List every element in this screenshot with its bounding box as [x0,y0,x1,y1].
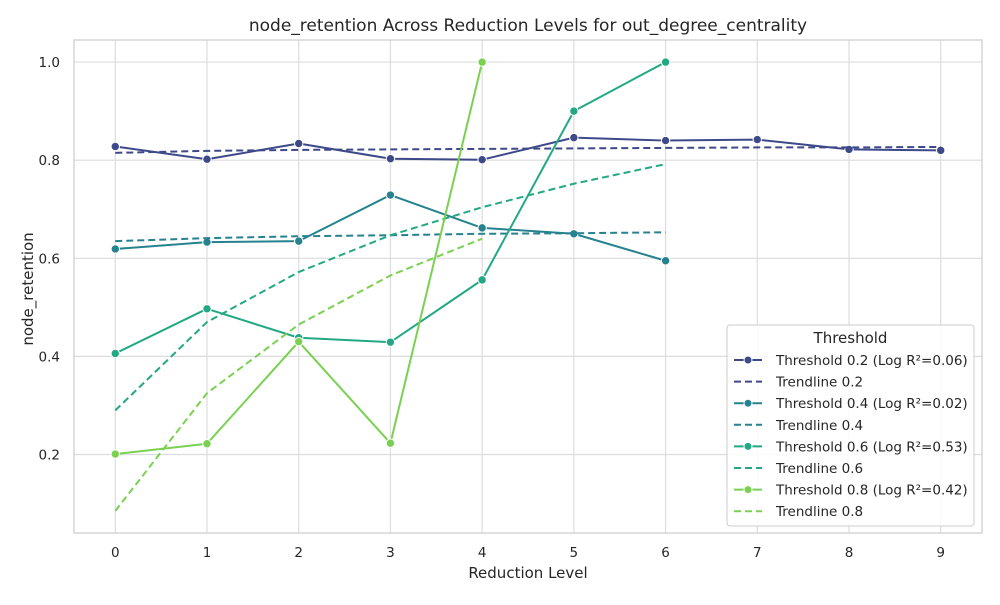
data-point [110,449,120,459]
data-point [385,154,396,164]
legend-entry: Trendline 0.6 [734,461,863,477]
legend-entry: Trendline 0.2 [734,375,863,391]
x-tick-label: 8 [845,545,854,561]
data-point [202,304,212,314]
y-tick-label: 0.2 [39,448,60,464]
legend-swatch-marker [743,441,753,451]
series-7 [110,57,487,459]
legend-entry: Threshold 0.2 (Log R²=0.06) [734,353,968,369]
legend-label: Threshold 0.2 (Log R²=0.06) [775,353,968,369]
legend-label: Threshold 0.8 (Log R²=0.42) [775,483,968,499]
trendline [114,163,666,412]
legend-label: Trendline 0.8 [775,504,863,520]
legend-swatch-marker [743,355,753,365]
legend-entry: Threshold 0.4 (Log R²=0.02) [734,396,968,412]
trendline [115,145,941,154]
data-point [569,106,579,116]
data-point [294,138,304,149]
legend-label: Threshold 0.4 (Log R²=0.02) [775,396,968,412]
legend-entry: Threshold 0.8 (Log R²=0.42) [734,483,968,499]
chart-title: node_retention Across Reduction Levels f… [249,16,807,36]
x-tick-label: 3 [386,545,395,561]
x-tick-label: 9 [936,545,945,561]
data-point [294,236,304,246]
trendline [114,237,483,512]
data-point [660,135,671,146]
data-point [660,256,671,266]
data-point [110,348,120,359]
legend-items: Threshold 0.2 (Log R²=0.06) Trendline 0.2… [734,353,968,520]
legend-label: Trendline 0.6 [775,461,863,477]
x-tick-label: 7 [753,545,762,561]
tick-labels: 0 1 2 3 4 5 6 7 8 9 0.2 0.4 0.6 0.8 1.0 [39,55,946,561]
data-point [569,132,579,143]
x-tick-label: 5 [570,545,579,561]
data-point [385,337,396,347]
data-point [385,438,396,448]
data-point [477,275,487,285]
y-tick-label: 0.6 [39,251,60,267]
series-2 [115,145,941,154]
series-5 [110,57,671,359]
x-tick-label: 1 [203,545,212,561]
data-point [477,154,487,165]
x-tick-label: 0 [111,545,120,561]
data-point [752,134,762,145]
y-tick-label: 0.4 [39,349,60,365]
data-point [660,57,671,67]
legend-swatch-marker [743,398,753,408]
series-layer [110,57,946,512]
series-3 [110,190,671,266]
legend-label: Threshold 0.6 (Log R²=0.53) [775,439,968,455]
legend-box [726,324,975,527]
data-point [110,141,120,152]
x-tick-label: 2 [294,545,303,561]
x-tick-label: 6 [661,545,670,561]
legend-label: Trendline 0.4 [775,418,863,434]
legend-label: Trendline 0.2 [775,375,863,391]
y-tick-label: 1.0 [39,55,60,71]
legend-entry: Trendline 0.4 [734,418,863,434]
x-axis-label: Reduction Level [468,564,587,582]
data-point [202,439,212,449]
series-6 [114,163,666,412]
series-8 [114,237,483,512]
y-tick-label: 0.8 [39,153,60,169]
data-point [385,190,396,200]
legend-swatch-marker [743,485,753,495]
data-point [294,336,304,347]
plot-area-frame [73,39,983,534]
legend-title: Threshold [813,329,888,347]
data-point [477,57,487,67]
data-point [110,244,120,254]
y-axis-label: node_retention [19,232,38,345]
data-point [936,145,946,156]
data-point [477,223,487,233]
legend-entry: Trendline 0.8 [734,504,863,520]
legend: Threshold Threshold 0.2 (Log R²=0.06) Tre… [726,324,975,527]
x-tick-label: 4 [478,545,487,561]
data-point [202,154,212,164]
legend-entry: Threshold 0.6 (Log R²=0.53) [734,439,968,455]
